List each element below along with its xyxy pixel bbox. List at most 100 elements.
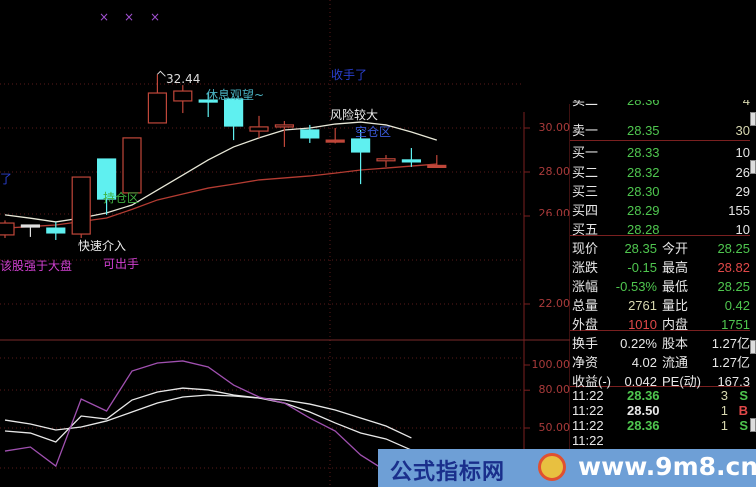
bid-label: 买二 [572, 165, 599, 180]
bid-row[interactable]: 买二 28.32 26 [572, 163, 750, 182]
candle-body [300, 129, 320, 139]
stat-value: 1751 [721, 317, 750, 332]
indicator-main-line [4, 360, 387, 472]
annotation-hold: 持仓区 [103, 191, 140, 205]
ask-row[interactable]: 卖二 28.36 4 [572, 100, 750, 110]
ask-price: 28.35 [627, 123, 660, 138]
fundamental-value: 0.042 [624, 374, 657, 389]
fundamental-value: 4.02 [631, 355, 657, 370]
stat-row[interactable]: 外盘 1010 内盘 1751 [572, 315, 750, 334]
bid-row[interactable]: 买三 28.30 29 [572, 182, 750, 201]
tick-volume: 1 [720, 403, 728, 418]
annotation-left: 了 [0, 172, 13, 186]
bid-price: 28.29 [627, 203, 660, 218]
fundamental-row[interactable]: 净资 4.02 流通 1.27亿 [572, 353, 750, 372]
bid-volume: 10 [735, 222, 750, 237]
tick-time: 11:22 [572, 418, 604, 433]
candle-body [198, 99, 218, 103]
bid-volume: 155 [728, 203, 750, 218]
candle-body [46, 227, 66, 234]
tick-time: 11:22 [572, 403, 604, 418]
stat-value: 28.25 [717, 241, 750, 256]
stat-row[interactable]: 涨跌 -0.15 最高 28.82 [572, 258, 750, 277]
fundamental-label: PE(动) [662, 374, 702, 389]
stat-value: 28.82 [717, 260, 750, 275]
stat-label: 最高 [662, 260, 689, 275]
stat-label: 量比 [662, 298, 689, 313]
fundamental-value: 1.27亿 [711, 355, 750, 370]
price-axis-tick: 28.00 [538, 165, 571, 178]
stat-label: 现价 [572, 241, 599, 256]
trade-tick-row[interactable]: 11:22 28.50 1 B [572, 403, 750, 418]
price-axis-tick: 26.00 [538, 207, 571, 216]
side-checkbox[interactable] [750, 160, 756, 174]
high-marker-icon [157, 70, 166, 77]
divider [570, 140, 750, 141]
stat-row[interactable]: 现价 28.35 今开 28.25 [572, 239, 750, 258]
stat-value: 28.25 [717, 279, 750, 294]
bid-row[interactable]: 买一 28.33 10 [572, 143, 750, 162]
trade-tick-row[interactable]: 11:22 [572, 433, 750, 448]
stat-label: 总量 [572, 298, 599, 313]
candle-body [351, 138, 371, 153]
stat-row[interactable]: 总量 2761 量比 0.42 [572, 296, 750, 315]
ask-volume: 30 [735, 123, 750, 138]
candle-body [249, 126, 269, 132]
candle-body [274, 124, 294, 128]
tick-side: S [739, 388, 748, 403]
candle-body [147, 92, 167, 124]
top-marker: × [124, 10, 135, 24]
ask-row[interactable]: 卖一 28.35 30 [572, 121, 750, 140]
stat-row[interactable]: 涨幅 -0.53% 最低 28.25 [572, 277, 750, 296]
top-marker: × [150, 10, 161, 24]
side-checkbox[interactable] [750, 112, 756, 126]
candle-body [71, 176, 91, 235]
indicator-axis-tick: 80.00 [538, 383, 571, 396]
stat-value: -0.15 [627, 260, 657, 275]
stat-value: -0.53% [615, 279, 657, 294]
watermark-banner: 公式指标网 www.9m8.cn [378, 449, 756, 487]
trade-tick-row[interactable]: 11:22 28.36 1 S [572, 418, 750, 433]
candle-body [122, 137, 142, 194]
trade-tick-row[interactable]: 11:22 28.36 3 S [572, 388, 750, 403]
annotation-rest: 休息观望~ [206, 88, 265, 102]
indicator-line-1 [4, 387, 412, 451]
candle-body [224, 98, 244, 127]
fundamental-label: 收益(-) [572, 374, 611, 389]
candle-body [0, 222, 15, 236]
stat-label: 内盘 [662, 317, 689, 332]
candle-body [173, 90, 193, 102]
ask-label: 卖一 [572, 123, 599, 138]
annotation-sell: 可出手 [103, 257, 140, 271]
indicator-axis-tick: 50.00 [538, 421, 571, 434]
side-checkbox[interactable] [750, 418, 756, 432]
fundamental-row[interactable]: 收益(-) 0.042 PE(动) 167.3 [572, 372, 750, 391]
bid-price: 28.33 [627, 145, 660, 160]
tick-time: 11:22 [572, 433, 604, 448]
kline-chart[interactable] [0, 0, 570, 487]
side-checkbox[interactable] [750, 340, 756, 354]
annotation-stop: 收手了 [331, 68, 368, 82]
top-marker: × [99, 10, 110, 24]
ma-slow-line [4, 163, 437, 229]
stat-value: 0.42 [724, 298, 750, 313]
bid-volume: 26 [735, 165, 750, 180]
site-name: 公式指标网 [390, 460, 506, 485]
fundamental-row[interactable]: 换手 0.22% 股本 1.27亿 [572, 334, 750, 353]
fundamental-label: 换手 [572, 336, 599, 351]
tick-volume: 3 [720, 388, 728, 403]
tick-price: 28.36 [627, 418, 660, 433]
price-axis-tick: 30.00 [538, 121, 571, 134]
stat-label: 外盘 [572, 317, 599, 332]
bid-label: 买一 [572, 145, 599, 160]
fundamental-value: 167.3 [717, 374, 750, 389]
candle-body [96, 158, 117, 200]
stat-value: 1010 [628, 317, 657, 332]
bid-row[interactable]: 买五 28.28 10 [572, 220, 750, 239]
bid-row[interactable]: 买四 28.29 155 [572, 201, 750, 220]
site-url: www.9m8.cn [578, 452, 756, 481]
fundamental-label: 净资 [572, 355, 599, 370]
bid-label: 买五 [572, 222, 599, 237]
indicator-axis-tick: 100.00 [531, 358, 571, 371]
tick-side: B [738, 403, 748, 418]
